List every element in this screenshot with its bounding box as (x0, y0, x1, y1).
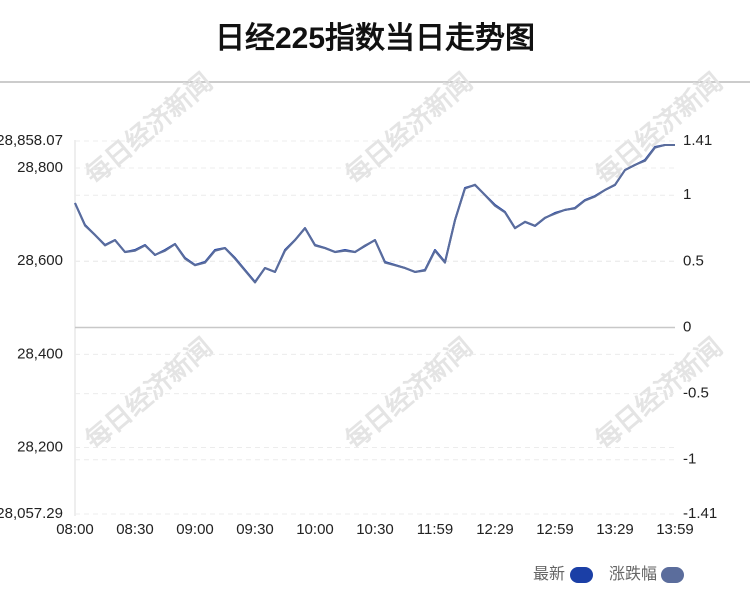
y-tick-label: 28,800 (17, 159, 63, 176)
y-tick-label: 28,600 (17, 252, 63, 269)
y2-tick-label: 1.41 (683, 132, 712, 149)
x-tick-label: 09:00 (176, 521, 214, 538)
y2-tick-label: 0 (683, 318, 691, 335)
x-tick-label: 11:59 (417, 521, 453, 538)
x-tick-label: 10:30 (356, 521, 394, 538)
y2-tick-label: -0.5 (683, 385, 709, 402)
y-tick-label: 28,858.07 (0, 132, 63, 149)
series-line (74, 143, 675, 284)
legend-swatch (661, 567, 684, 583)
x-tick-label: 13:29 (596, 521, 634, 538)
legend-label: 涨跌幅 (609, 565, 657, 583)
y2-tick-label: -1 (683, 451, 696, 468)
y2-tick-label: 0.5 (683, 252, 704, 269)
y2-tick-label: 1 (683, 186, 691, 203)
y-tick-label: 28,400 (17, 345, 63, 362)
y2-tick-label: -1.41 (683, 505, 717, 522)
watermark: 每日经济新闻 (589, 67, 728, 190)
y-tick-label: 28,200 (17, 438, 63, 455)
legend-swatch (570, 567, 593, 583)
watermark: 每日经济新闻 (79, 67, 218, 190)
chart-title: 日经225指数当日走势图 (215, 21, 535, 55)
x-tick-label: 09:30 (236, 521, 274, 538)
legend-label: 最新 (533, 565, 565, 583)
y-tick-label: 28,057.29 (0, 505, 63, 522)
x-tick-label: 12:29 (476, 521, 514, 538)
x-tick-label: 08:00 (56, 521, 94, 538)
x-tick-label: 12:59 (536, 521, 574, 538)
x-tick-label: 10:00 (296, 521, 334, 538)
x-tick-label: 13:59 (656, 521, 694, 538)
watermark: 每日经济新闻 (339, 67, 478, 190)
x-tick-label: 08:30 (116, 521, 154, 538)
